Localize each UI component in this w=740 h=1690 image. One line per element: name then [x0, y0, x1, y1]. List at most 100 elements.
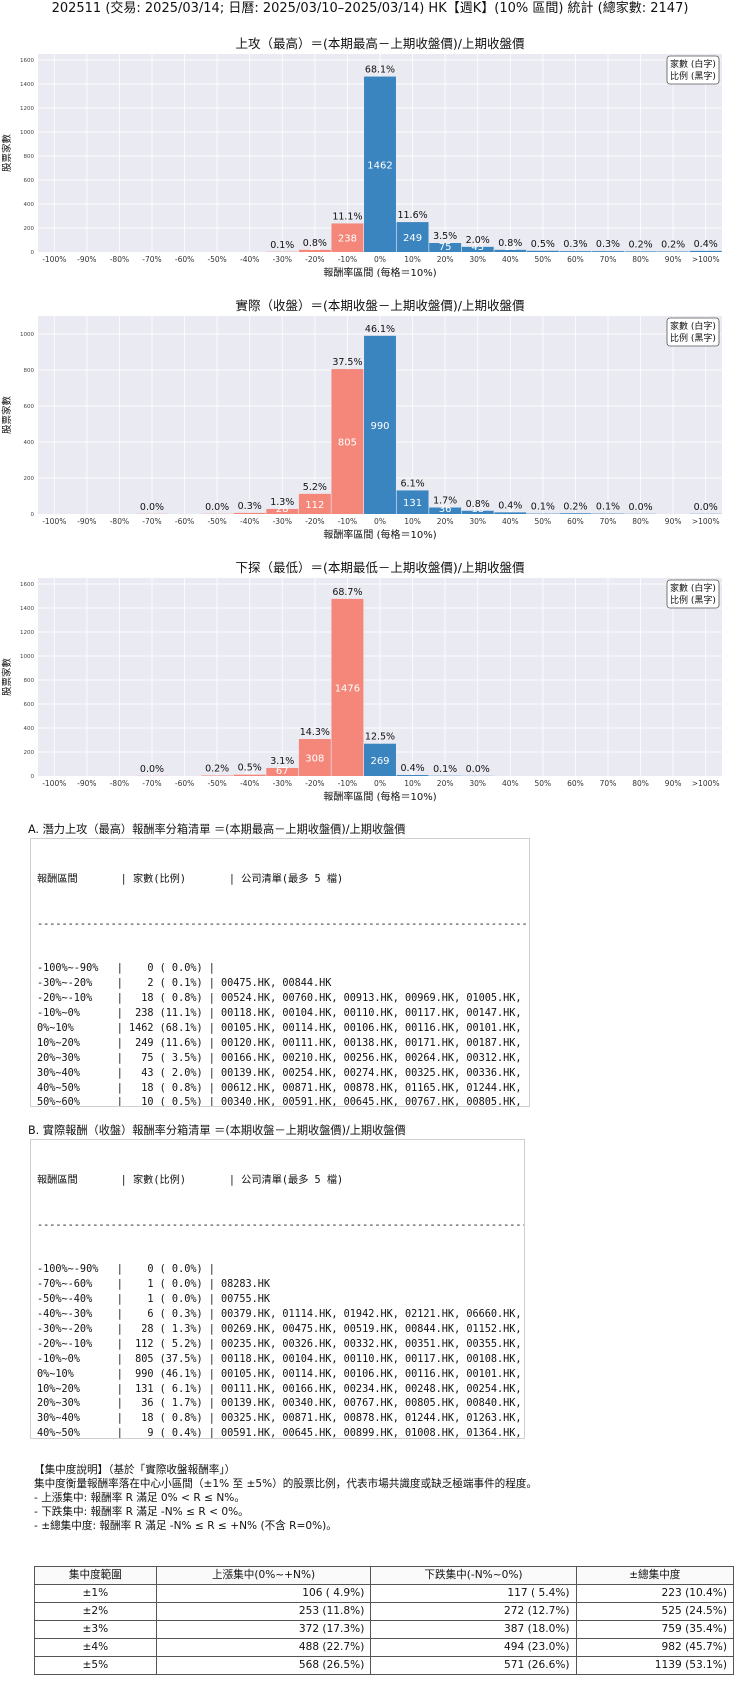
value-cell: 387 (18.0%) — [370, 1620, 577, 1639]
x-axis-label: 報酬率區間 (每格＝10%) — [323, 528, 436, 541]
legend-entry: 比例 (黑字) — [670, 594, 716, 606]
bar-percent-label: 0.4% — [401, 763, 425, 774]
range-cell: ±2% — [34, 1602, 157, 1621]
bar-count-label: 43 — [471, 242, 484, 253]
value-cell: 272 (12.7%) — [370, 1602, 577, 1621]
bar-count-label: 1476 — [335, 683, 360, 694]
x-tick-label: -40% — [240, 517, 259, 526]
y-tick-label: 1400 — [20, 82, 34, 88]
bar-percent-label: 37.5% — [332, 357, 362, 368]
panel-a: 報酬區間 | 家數(比例) | 公司清單(最多 5 檔) -----------… — [30, 838, 530, 1107]
bar — [266, 508, 299, 514]
x-tick-label: -100% — [42, 517, 66, 526]
bin-row: -30%~-20% | 28 ( 1.3%) | 00269.HK, 00475… — [37, 1323, 522, 1335]
y-tick-label: 1000 — [20, 130, 34, 136]
x-tick-label: -100% — [42, 255, 66, 264]
x-tick-label: -30% — [273, 255, 292, 264]
bar-percent-label: 0.0% — [466, 764, 490, 775]
bar-percent-label: 0.2% — [205, 764, 229, 775]
x-tick-label: -70% — [142, 517, 161, 526]
table-row: ±5% 568 (26.5%) 571 (26.6%) 1139 (53.1%) — [34, 1656, 735, 1675]
value-cell: 106 ( 4.9%) — [155, 1584, 372, 1603]
x-tick-label: -20% — [305, 517, 324, 526]
x-tick-label: 20% — [437, 517, 454, 526]
y-tick-label: 400 — [24, 202, 35, 208]
x-tick-label: -10% — [338, 517, 357, 526]
legend-box — [666, 579, 720, 609]
bar-percent-label: 0.8% — [498, 238, 522, 249]
y-tick-label: 600 — [24, 178, 35, 184]
x-tick-label: -10% — [338, 779, 357, 788]
bar-percent-label: 14.3% — [300, 727, 330, 738]
x-tick-label: -90% — [77, 517, 96, 526]
bar-percent-label: 3.5% — [433, 231, 457, 242]
bar-percent-label: 0.3% — [563, 239, 587, 250]
bar-percent-label: 12.5% — [365, 732, 395, 743]
y-axis-label: 股票家數 — [1, 134, 13, 173]
bin-row: 20%~30% | 75 ( 3.5%) | 00166.HK, 00210.H… — [37, 1052, 529, 1064]
bar-count-label: 9 — [703, 242, 709, 253]
value-cell: 525 (24.5%) — [575, 1602, 735, 1621]
legend-entry: 比例 (黑字) — [670, 332, 716, 344]
bar-count-label: 9 — [507, 504, 513, 515]
x-axis-label: 報酬率區間 (每格＝10%) — [323, 790, 436, 803]
x-tick-label: 50% — [535, 779, 552, 788]
bar-percent-label: 0.2% — [629, 239, 653, 250]
bin-row: 10%~20% | 131 ( 6.1%) | 00111.HK, 00166.… — [37, 1383, 522, 1395]
x-tick-label: 50% — [535, 517, 552, 526]
legend-entry: 家數 (白字) — [670, 320, 716, 332]
x-tick-label: 40% — [502, 517, 519, 526]
x-tick-label: -90% — [77, 255, 96, 264]
bar — [559, 251, 592, 252]
bar — [461, 246, 494, 252]
value-cell: 1139 (53.1%) — [575, 1656, 735, 1675]
value-cell: 568 (26.5%) — [155, 1656, 372, 1675]
concentration-bullet: - 下跌集中: 報酬率 R 滿足 -N% ≤ R < 0%。 — [34, 1506, 249, 1518]
concentration-table-body: ±1% 106 ( 4.9%) 117 ( 5.4%) 223 (10.4%) ±2% 2… — [34, 1584, 735, 1675]
concentration-table-header: 集中度範圍 上漲集中(0%~+N%) 下跌集中(-N%~0%) ±總集中度 — [34, 1566, 735, 1585]
bar-count-label: 112 — [305, 500, 324, 511]
bar-percent-label: 68.7% — [332, 587, 362, 598]
bin-row: -70%~-60% | 1 ( 0.0%) | 08283.HK — [37, 1279, 271, 1291]
panel-b-rows: -100%~-90% | 0 ( 0.0%) | -70%~-60% | 1 ( … — [37, 1263, 522, 1439]
bar-percent-label: 0.5% — [238, 763, 262, 774]
x-tick-label: -90% — [77, 779, 96, 788]
bar-percent-label: 5.2% — [303, 482, 327, 493]
bar-percent-label: 0.3% — [596, 239, 620, 250]
bar — [298, 249, 331, 252]
bin-row: 30%~40% | 18 ( 0.8%) | 00325.HK, 00871.H… — [37, 1413, 522, 1425]
chart-title: 上攻（最高）＝(本期最高－上期收盤價)/上期收盤價 — [236, 36, 525, 51]
bar — [233, 774, 266, 776]
x-tick-label: 10% — [404, 255, 421, 264]
bar — [494, 512, 527, 514]
x-tick-label: 60% — [567, 779, 584, 788]
x-tick-label: 60% — [567, 517, 584, 526]
x-tick-label: >100% — [692, 255, 720, 264]
y-tick-label: 400 — [24, 440, 35, 446]
bar — [624, 251, 657, 252]
bar-count-label: 18 — [308, 242, 321, 253]
chart-low: 下探（最低）＝(本期最低－上期收盤價)/上期收盤價 0 200 400 600 800 10… — [0, 560, 740, 822]
bin-row: 40%~50% | 9 ( 0.4%) | 00591.HK, 00645.HK… — [37, 1428, 522, 1439]
bar-percent-label: 11.6% — [397, 210, 427, 221]
concentration-title: 【集中度說明】（基於「實際收盤報酬率」） — [34, 1464, 236, 1476]
x-tick-label: -50% — [207, 255, 226, 264]
x-tick-label: -80% — [110, 255, 129, 264]
table-row: ±1% 106 ( 4.9%) 117 ( 5.4%) 223 (10.4%) — [34, 1584, 735, 1603]
x-tick-label: 0% — [374, 255, 386, 264]
bar-count-label: 990 — [370, 421, 389, 432]
y-tick-label: 800 — [24, 678, 35, 684]
legend-box — [666, 317, 720, 347]
bar — [559, 513, 592, 514]
x-tick-label: -60% — [175, 779, 194, 788]
x-tick-label: 30% — [469, 517, 486, 526]
x-tick-label: -60% — [175, 517, 194, 526]
range-cell: ±1% — [34, 1584, 157, 1603]
bar-percent-label: 68.1% — [365, 65, 395, 76]
x-tick-label: -50% — [207, 779, 226, 788]
bar-percent-label: 0.0% — [205, 502, 229, 513]
x-tick-label: 10% — [404, 779, 421, 788]
legend-entry: 比例 (黑字) — [670, 70, 716, 82]
concentration-bullet: - ±總集中度: 報酬率 R 滿足 -N% ≤ R ≤ +N% (不含 R=0%… — [34, 1520, 337, 1532]
bar-percent-label: 11.1% — [332, 211, 362, 222]
